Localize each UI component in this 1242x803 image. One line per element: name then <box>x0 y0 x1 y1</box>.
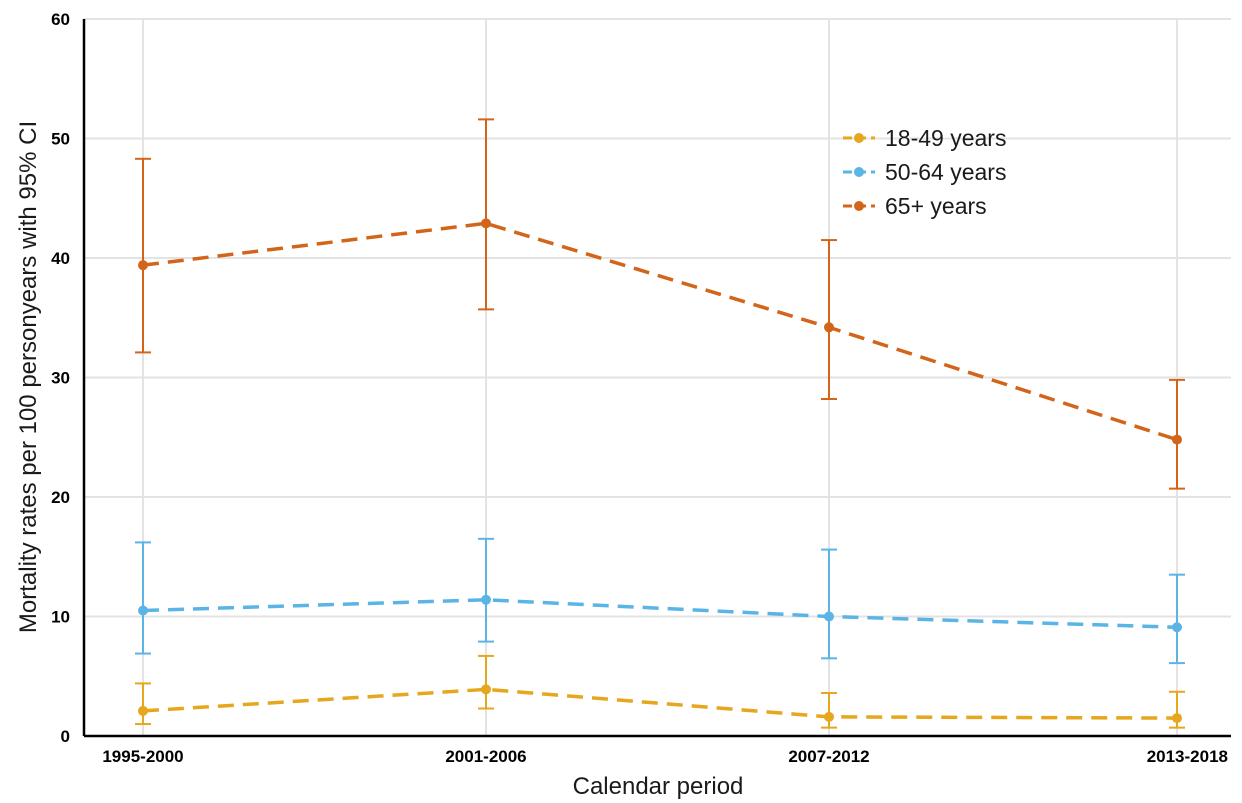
series-line <box>142 598 1178 630</box>
grid <box>84 18 1231 736</box>
series-line <box>142 687 1178 720</box>
legend-label: 50-64 years <box>885 159 1006 185</box>
legend-item: 50-64 years <box>843 159 1006 185</box>
data-point <box>481 218 491 229</box>
data-point <box>824 611 834 622</box>
y-tick-label: 50 <box>51 130 70 149</box>
x-tick-label: 2013-2018 <box>1147 747 1228 766</box>
data-point <box>481 594 491 605</box>
legend-swatch-marker <box>854 167 864 177</box>
data-point <box>824 711 834 722</box>
series-line <box>142 221 1178 442</box>
data-point <box>824 322 834 333</box>
x-tick-label: 1995-2000 <box>102 747 183 766</box>
legend-swatch-marker <box>854 201 864 211</box>
x-axis-title: Calendar period <box>573 773 744 800</box>
y-axis-title: Mortality rates per 100 personyears with… <box>15 121 42 633</box>
data-point <box>1172 713 1182 724</box>
legend-item: 18-49 years <box>843 125 1006 151</box>
data-point <box>138 605 148 616</box>
legend: 18-49 years 50-64 years 65+ years <box>843 125 1006 219</box>
legend-label: 65+ years <box>885 193 987 219</box>
series-1 <box>135 654 1185 729</box>
axes <box>82 19 1231 738</box>
data-point <box>481 684 491 695</box>
y-tick-label: 30 <box>51 369 70 388</box>
ticks: 0 10 20 30 40 50 60 1995-2000 2001-2006 2007-2012… <box>51 10 1228 766</box>
y-tick-label: 10 <box>51 608 70 627</box>
data-point <box>138 705 148 716</box>
series-3 <box>135 118 1185 490</box>
legend-label: 18-49 years <box>885 125 1006 151</box>
legend-swatch-marker <box>854 133 864 143</box>
y-tick-label: 20 <box>51 488 70 507</box>
data-point <box>138 260 148 271</box>
y-tick-label: 40 <box>51 249 70 268</box>
legend-item: 65+ years <box>843 193 987 219</box>
y-tick-label: 60 <box>51 10 70 29</box>
y-tick-label: 0 <box>61 727 70 746</box>
data-point <box>1172 434 1182 445</box>
x-tick-label: 2001-2006 <box>445 747 526 766</box>
series-2 <box>135 537 1185 665</box>
series-layer <box>135 118 1185 729</box>
data-point <box>1172 622 1182 633</box>
x-tick-label: 2007-2012 <box>788 747 869 766</box>
